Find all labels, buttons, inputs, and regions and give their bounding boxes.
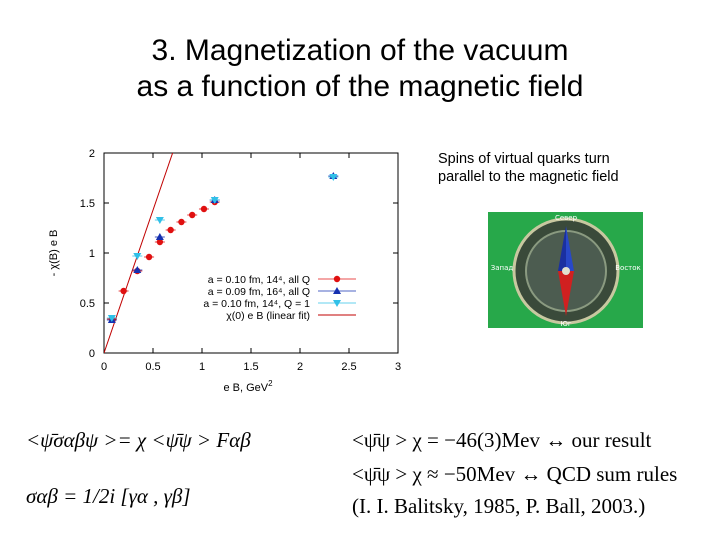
- slide-title-line-1: 3. Magnetization of the vacuum: [151, 34, 569, 67]
- data-point-triangle: [155, 233, 164, 240]
- data-point-triangle-down: [133, 253, 142, 260]
- formula-sigma: σαβ = 1/2i [γα , γβ]: [26, 484, 191, 508]
- legend-label: a = 0.10 fm, 14⁴, Q = 1: [203, 298, 310, 310]
- data-point-triangle-down: [329, 174, 338, 181]
- magnetization-chart: 0 0.5 1 1.5 2 2.5 3 0 0.5 1 1.5 2 e B, GeV2 - χ(B) e …: [48, 148, 401, 394]
- x-axis-label: e B, GeV2: [223, 379, 273, 394]
- y-tick-label: 0.5: [80, 298, 95, 310]
- data-point-triangle-down: [210, 197, 219, 204]
- x-tick-label: 0.5: [145, 361, 160, 373]
- x-tick-label: 1: [199, 361, 205, 373]
- data-point-triangle: [133, 266, 142, 273]
- spin-note: Spins of virtual quarks turn parallel to…: [438, 150, 619, 186]
- x-tick-label: 2: [297, 361, 303, 373]
- spin-note-line-2: parallel to the magnetic field: [438, 169, 619, 185]
- spin-note-line-1: Spins of virtual quarks turn: [438, 151, 610, 167]
- x-tick-label: 1.5: [243, 361, 258, 373]
- data-point-triangle-down: [155, 217, 164, 224]
- legend-label: a = 0.10 fm, 14⁴, all Q: [208, 274, 310, 286]
- x-tick-label: 3: [395, 361, 401, 373]
- slide-title-line-2: as a function of the magnetic field: [136, 70, 584, 103]
- y-tick-label: 1: [89, 248, 95, 260]
- compass-image: Север Юг Запад Восток: [488, 212, 643, 328]
- y-axis-label: - χ(B) e B: [48, 230, 60, 277]
- compass-needle-north-icon: [566, 226, 574, 271]
- legend-marker: [333, 300, 341, 307]
- legend-marker: [333, 287, 341, 294]
- compass-needle-south-icon: [558, 271, 574, 316]
- formula-qcd-sum-rules: <ψ̄ψ > χ ≈ −50Mev ↔ QCD sum rules: [352, 462, 678, 486]
- legend-marker: [333, 275, 341, 283]
- formula-our-result: <ψ̄ψ > χ = −46(3)Mev ↔ our result: [352, 428, 652, 452]
- formula-magnetization: <ψ̄σαβψ >= χ <ψ̄ψ > Fαβ: [26, 428, 251, 452]
- compass-west-label: Запад: [491, 264, 514, 272]
- compass-north-label: Север: [555, 214, 578, 222]
- data-point-triangle-down: [107, 315, 116, 322]
- legend-label: a = 0.09 fm, 16⁴, all Q: [208, 286, 310, 298]
- compass-south-label: Юг: [560, 320, 572, 328]
- y-tick-label: 0: [89, 348, 95, 360]
- x-tick-label: 2.5: [341, 361, 356, 373]
- y-tick-label: 1.5: [80, 198, 95, 210]
- formula-citation: (I. I. Balitsky, 1985, P. Ball, 2003.): [352, 494, 646, 518]
- y-tick-label: 2: [89, 148, 95, 160]
- compass-east-label: Восток: [615, 264, 641, 272]
- x-tick-label: 0: [101, 361, 107, 373]
- legend-label: χ(0) e B (linear fit): [226, 310, 310, 322]
